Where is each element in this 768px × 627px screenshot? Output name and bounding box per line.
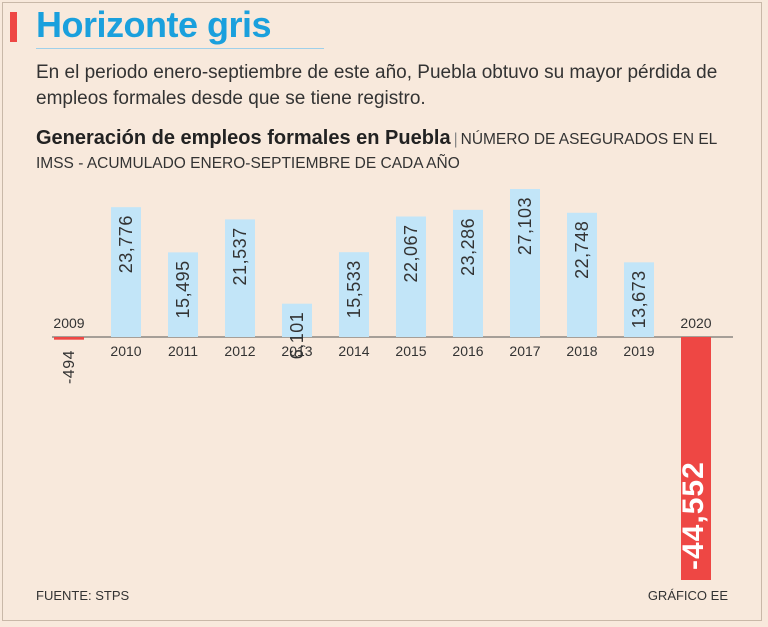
data-label-2012: 21,537 <box>230 227 250 285</box>
bar-2014 <box>339 252 369 337</box>
headline-underline <box>36 48 324 49</box>
chart-frame <box>2 2 762 621</box>
headline-accent-bar <box>10 12 17 42</box>
chart-title-block: Generación de empleos formales en Puebla… <box>36 126 736 176</box>
bar-2013 <box>282 303 312 337</box>
data-label-2010: 23,776 <box>116 215 136 273</box>
data-label-2016: 23,286 <box>458 218 478 276</box>
chart-title: Generación de empleos formales en Puebla <box>36 127 451 149</box>
credit-note: GRÁFICO EE <box>647 588 728 603</box>
title-separator: | <box>453 131 458 148</box>
data-label-2011: 15,495 <box>173 260 193 318</box>
tick-label-2009: 2009 <box>53 315 84 331</box>
tick-label-2013: 2013 <box>281 343 312 359</box>
data-label-2017: 27,103 <box>515 197 535 255</box>
headline: Horizonte gris <box>36 4 272 45</box>
data-label-2015: 22,067 <box>401 224 421 282</box>
bar-2017 <box>510 189 540 337</box>
tick-label-2014: 2014 <box>338 343 369 359</box>
bar-2011 <box>168 252 198 337</box>
tick-label-2010: 2010 <box>110 343 141 359</box>
bar-2016 <box>453 209 483 337</box>
data-label-2009: -494 <box>61 350 78 384</box>
tick-label-2017: 2017 <box>509 343 540 359</box>
chart-subtitle: Número de asegurados en el IMSS - Acumul… <box>36 131 717 172</box>
bar-2019 <box>624 262 654 337</box>
bar-2018 <box>567 212 597 337</box>
tick-label-2012: 2012 <box>224 343 255 359</box>
tick-label-2011: 2011 <box>168 343 198 359</box>
data-label-2020: -44,552 <box>677 461 710 570</box>
data-label-2019: 13,673 <box>629 270 649 328</box>
bar-2020 <box>681 337 711 580</box>
data-label-2018: 22,748 <box>572 221 592 279</box>
bar-2009 <box>54 337 84 340</box>
bar-2015 <box>396 216 426 337</box>
data-label-2014: 15,533 <box>344 260 364 318</box>
data-label-2013: 6,101 <box>287 312 307 360</box>
intro-text: En el periodo enero-septiembre de este a… <box>36 62 718 109</box>
tick-label-2018: 2018 <box>566 343 597 359</box>
source-note: FUENTE: STPS <box>36 588 130 603</box>
tick-label-2020: 2020 <box>680 315 711 331</box>
tick-label-2016: 2016 <box>452 343 483 359</box>
tick-label-2015: 2015 <box>395 343 426 359</box>
bar-2010 <box>111 207 141 337</box>
bar-2012 <box>225 219 255 337</box>
tick-label-2019: 2019 <box>623 343 654 359</box>
